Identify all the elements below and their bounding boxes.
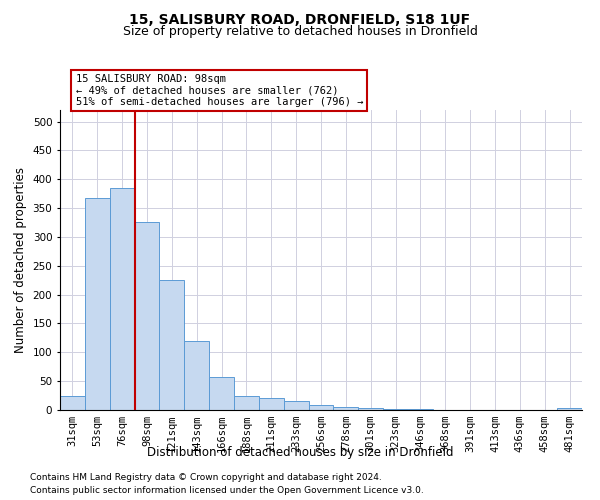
Bar [134, 222, 160, 410]
Bar [383, 409, 408, 410]
Bar [110, 188, 134, 410]
Bar [160, 280, 184, 410]
Bar [284, 402, 308, 410]
Text: Contains HM Land Registry data © Crown copyright and database right 2024.: Contains HM Land Registry data © Crown c… [30, 474, 382, 482]
Text: 15 SALISBURY ROAD: 98sqm
← 49% of detached houses are smaller (762)
51% of semi-: 15 SALISBURY ROAD: 98sqm ← 49% of detach… [76, 74, 363, 107]
Text: Contains public sector information licensed under the Open Government Licence v3: Contains public sector information licen… [30, 486, 424, 495]
Text: Size of property relative to detached houses in Dronfield: Size of property relative to detached ho… [122, 25, 478, 38]
Bar [234, 396, 259, 410]
Bar [85, 198, 110, 410]
Y-axis label: Number of detached properties: Number of detached properties [14, 167, 27, 353]
Bar [60, 396, 85, 410]
Bar [184, 341, 209, 410]
Text: 15, SALISBURY ROAD, DRONFIELD, S18 1UF: 15, SALISBURY ROAD, DRONFIELD, S18 1UF [130, 12, 470, 26]
Text: Distribution of detached houses by size in Dronfield: Distribution of detached houses by size … [147, 446, 453, 459]
Bar [209, 376, 234, 410]
Bar [259, 398, 284, 410]
Bar [308, 406, 334, 410]
Bar [334, 407, 358, 410]
Bar [557, 408, 582, 410]
Bar [358, 408, 383, 410]
